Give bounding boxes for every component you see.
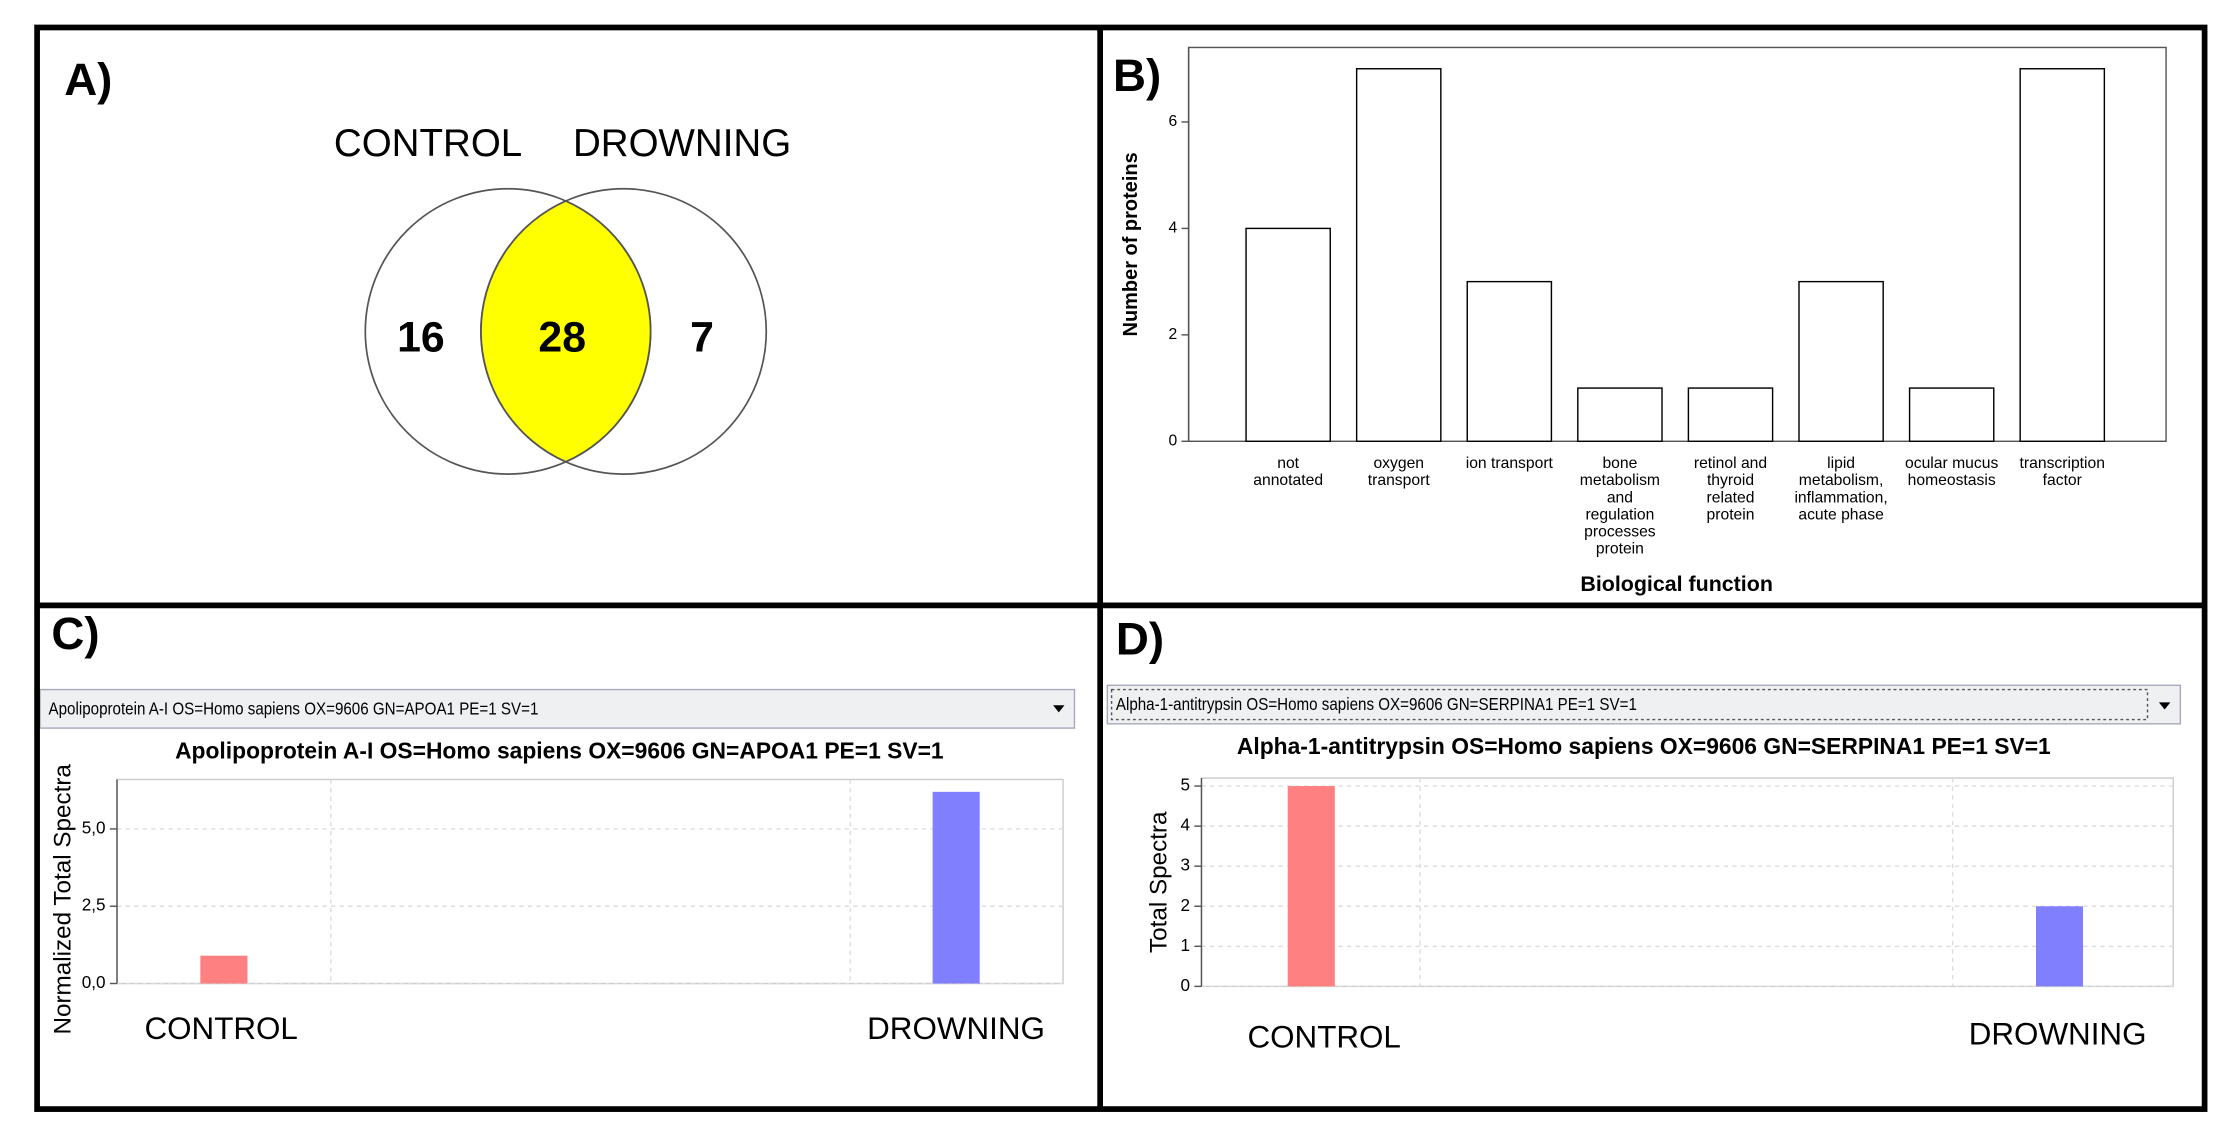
x-tick-label-line: transport	[1368, 472, 1431, 489]
x-tick-label-line: factor	[2043, 472, 2082, 489]
chart-title: Alpha-1-antitrypsin OS=Homo sapiens OX=9…	[1237, 733, 2051, 759]
panel-label: B)	[1113, 50, 1161, 101]
y-tick-label: 5	[1181, 776, 1191, 795]
y-tick-label: 0	[1168, 432, 1177, 449]
x-tick-label-line: not	[1277, 455, 1299, 472]
x-tick-label-line: protein	[1596, 541, 1644, 558]
panel-label: D)	[1116, 614, 1164, 665]
x-tick-label: DROWNING	[867, 1011, 1045, 1046]
bar	[1355, 68, 1442, 443]
y-tick-label: 1	[1181, 936, 1191, 955]
x-tick-label: ion transport	[1466, 455, 1554, 472]
bar	[1466, 280, 1553, 443]
y-axis-label: Total Spectra	[1145, 811, 1172, 953]
x-tick-label-line: and	[1607, 490, 1633, 507]
x-tick-label-line: protein	[1707, 507, 1755, 524]
y-tick-label: 2	[1181, 896, 1191, 915]
x-tick-label: not annotated	[1253, 455, 1323, 489]
x-tick-label: DROWNING	[1969, 1017, 2147, 1052]
bar	[932, 791, 980, 984]
bar	[1577, 387, 1663, 443]
x-tick-label-line: processes	[1584, 524, 1656, 541]
overlay: Apolipoprotein A-I OS=Homo sapiens OX=96…	[39, 684, 2182, 729]
y-tick-label: 4	[1168, 220, 1177, 237]
x-tick-label-line: acute phase	[1798, 507, 1884, 524]
x-tick-label: bone metabolism and regulation processes prot…	[1580, 455, 1660, 558]
y-axis-label: Normalized Total Spectra	[50, 764, 77, 1035]
count-label: 16	[397, 313, 445, 361]
x-tick-label-line: oxygen	[1373, 455, 1424, 472]
x-tick-label-line: transcription	[2020, 455, 2105, 472]
dropdown-arrow	[1053, 705, 1065, 713]
x-tick-label-line: annotated	[1253, 472, 1323, 489]
x-tick-label-line: ocular mucus	[1905, 455, 1998, 472]
plot-frame	[1200, 777, 2174, 988]
bar	[200, 955, 248, 984]
dropdown-arrow	[2158, 702, 2171, 710]
x-tick-label-line: thyroid	[1707, 472, 1754, 489]
intersection	[480, 200, 652, 463]
y-tick-label: 0,0	[82, 973, 106, 992]
bar	[1908, 387, 1995, 443]
y-tick-label: 0	[1181, 976, 1191, 995]
x-tick-label: CONTROL	[144, 1011, 297, 1046]
x-tick-label-line: ion transport	[1466, 455, 1554, 472]
bar	[1245, 227, 1331, 443]
count-label: 7	[690, 313, 714, 361]
x-tick-label-line: homeostasis	[1908, 472, 1996, 489]
panel-label: A)	[64, 54, 112, 105]
x-tick-label: retinol and thyroid related protein	[1694, 455, 1767, 523]
bar	[1287, 786, 1335, 987]
bar	[1687, 387, 1774, 443]
x-tick-label-line: inflammation,	[1794, 490, 1887, 507]
y-tick-label: 2,5	[82, 896, 106, 915]
panel-borders	[34, 24, 2208, 1112]
x-tick-label: lipid metabolism, inflammation, acute phase	[1794, 455, 1887, 523]
x-tick-label: transcription factor	[2020, 455, 2105, 489]
dropdown-text: Apolipoprotein A-I OS=Homo sapiens OX=96…	[49, 698, 539, 718]
x-tick-label-line: related	[1707, 490, 1755, 507]
y-tick-label: 6	[1168, 113, 1177, 130]
y-tick-label: 4	[1181, 816, 1191, 835]
dropdown[interactable]	[1106, 684, 2182, 725]
x-tick-label: oxygen transport	[1368, 455, 1431, 489]
x-tick-label: ocular mucus homeostasis	[1905, 455, 1998, 489]
plot-frame	[116, 778, 1064, 985]
bar	[2019, 68, 2106, 443]
x-tick-label: CONTROL	[1247, 1019, 1400, 1054]
x-tick-label-line: retinol and	[1694, 455, 1767, 472]
bar	[1798, 280, 1884, 443]
dropdown[interactable]	[39, 688, 1076, 729]
y-tick-label: 2	[1168, 326, 1177, 343]
count-label: 28	[538, 313, 586, 361]
x-tick-label-line: metabolism	[1580, 472, 1660, 489]
set-label: DROWNING	[573, 122, 791, 165]
y-tick-label: 5,0	[82, 818, 106, 837]
y-tick-label: 3	[1181, 856, 1191, 875]
focus-ring	[1110, 688, 2149, 721]
y-axis-label: Number of proteins	[1120, 152, 1142, 336]
chart-title: Apolipoprotein A-I OS=Homo sapiens OX=96…	[175, 737, 944, 763]
panel-label: C)	[51, 608, 99, 659]
x-tick-label-line: lipid	[1827, 455, 1855, 472]
set-label: CONTROL	[334, 122, 522, 165]
x-tick-label-line: regulation	[1585, 507, 1654, 524]
dropdown-text: Alpha-1-antitrypsin OS=Homo sapiens OX=9…	[1116, 694, 1637, 714]
x-tick-label-line: bone	[1602, 455, 1637, 472]
x-axis-label: Biological function	[1580, 572, 1773, 596]
x-tick-label-line: metabolism,	[1799, 472, 1884, 489]
marks: CONTROL DROWNING 16 28 7 A) 0 2 4 6 not annotated ox…	[50, 47, 2174, 1054]
bar	[2035, 906, 2084, 987]
